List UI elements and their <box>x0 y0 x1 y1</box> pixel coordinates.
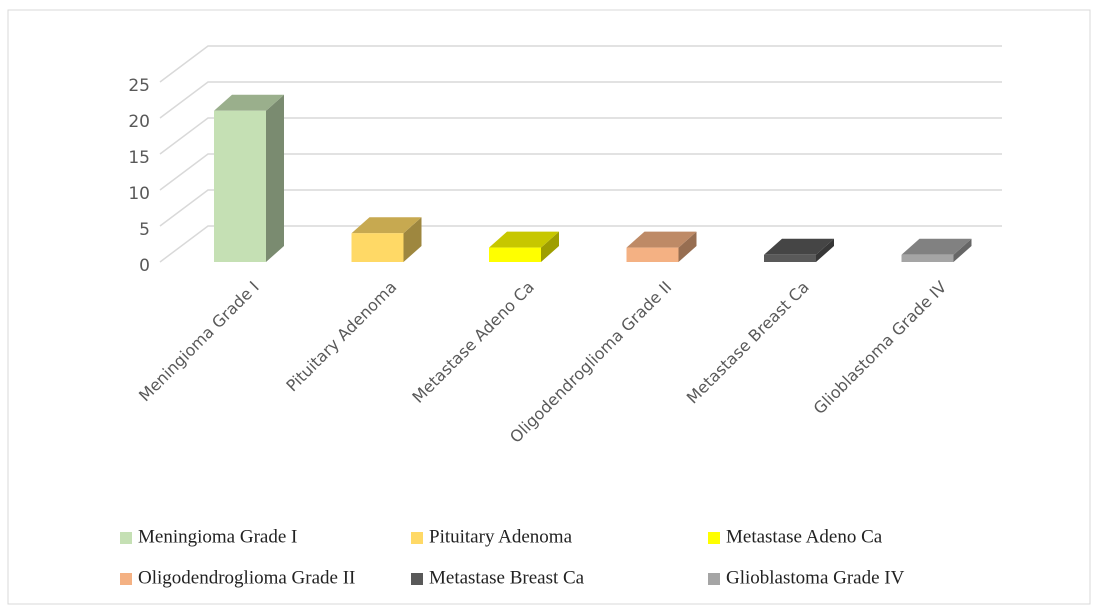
grid-line <box>159 225 1002 263</box>
grid-line <box>159 45 1002 83</box>
bar-side <box>953 238 972 262</box>
bar-top <box>489 231 559 248</box>
grid-line <box>159 153 1002 191</box>
legend-swatch <box>120 573 132 585</box>
grid-line <box>159 189 1002 227</box>
bar-side <box>816 238 834 262</box>
bar-front <box>901 254 954 262</box>
chart-frame <box>7 9 1091 605</box>
bar-side <box>266 94 284 262</box>
grid-line <box>159 117 1002 155</box>
bar <box>626 231 697 262</box>
legend-swatch <box>708 532 720 544</box>
bar-front <box>626 247 679 262</box>
bar <box>214 94 284 262</box>
legend-swatch <box>411 573 423 585</box>
bar-top <box>901 238 972 255</box>
legend-label: Meningioma Grade I <box>138 526 297 547</box>
legend-label: Oligodendroglioma Grade II <box>138 567 355 588</box>
y-tick-label: 15 <box>128 148 150 168</box>
legend-label: Metastase Adeno Ca <box>726 526 883 547</box>
bar-top <box>626 231 697 248</box>
bar-front <box>351 233 404 262</box>
bar-top <box>764 238 834 255</box>
bar <box>764 238 834 262</box>
bar <box>489 231 559 262</box>
y-tick-label: 0 <box>139 256 150 276</box>
bar <box>901 238 972 262</box>
bar-top <box>351 217 422 234</box>
bar-front <box>489 247 541 262</box>
bar-front <box>214 110 266 262</box>
bar-side <box>541 231 559 262</box>
legend-swatch <box>120 532 132 544</box>
legend-swatch <box>708 573 720 585</box>
legend-label: Metastase Breast Ca <box>429 567 585 588</box>
bar-top <box>214 94 284 111</box>
bar-side <box>678 231 697 262</box>
bar <box>351 217 422 262</box>
y-tick-label: 10 <box>128 184 150 204</box>
y-tick-label: 5 <box>139 220 150 240</box>
legend-label: Glioblastoma Grade IV <box>726 567 905 588</box>
y-tick-label: 25 <box>128 76 150 96</box>
bar-front <box>764 254 816 262</box>
y-tick-label: 20 <box>128 112 150 132</box>
legend-label: Pituitary Adenoma <box>429 526 573 547</box>
bar-side <box>403 217 422 262</box>
grid-line <box>159 81 1002 119</box>
legend-swatch <box>411 532 423 544</box>
